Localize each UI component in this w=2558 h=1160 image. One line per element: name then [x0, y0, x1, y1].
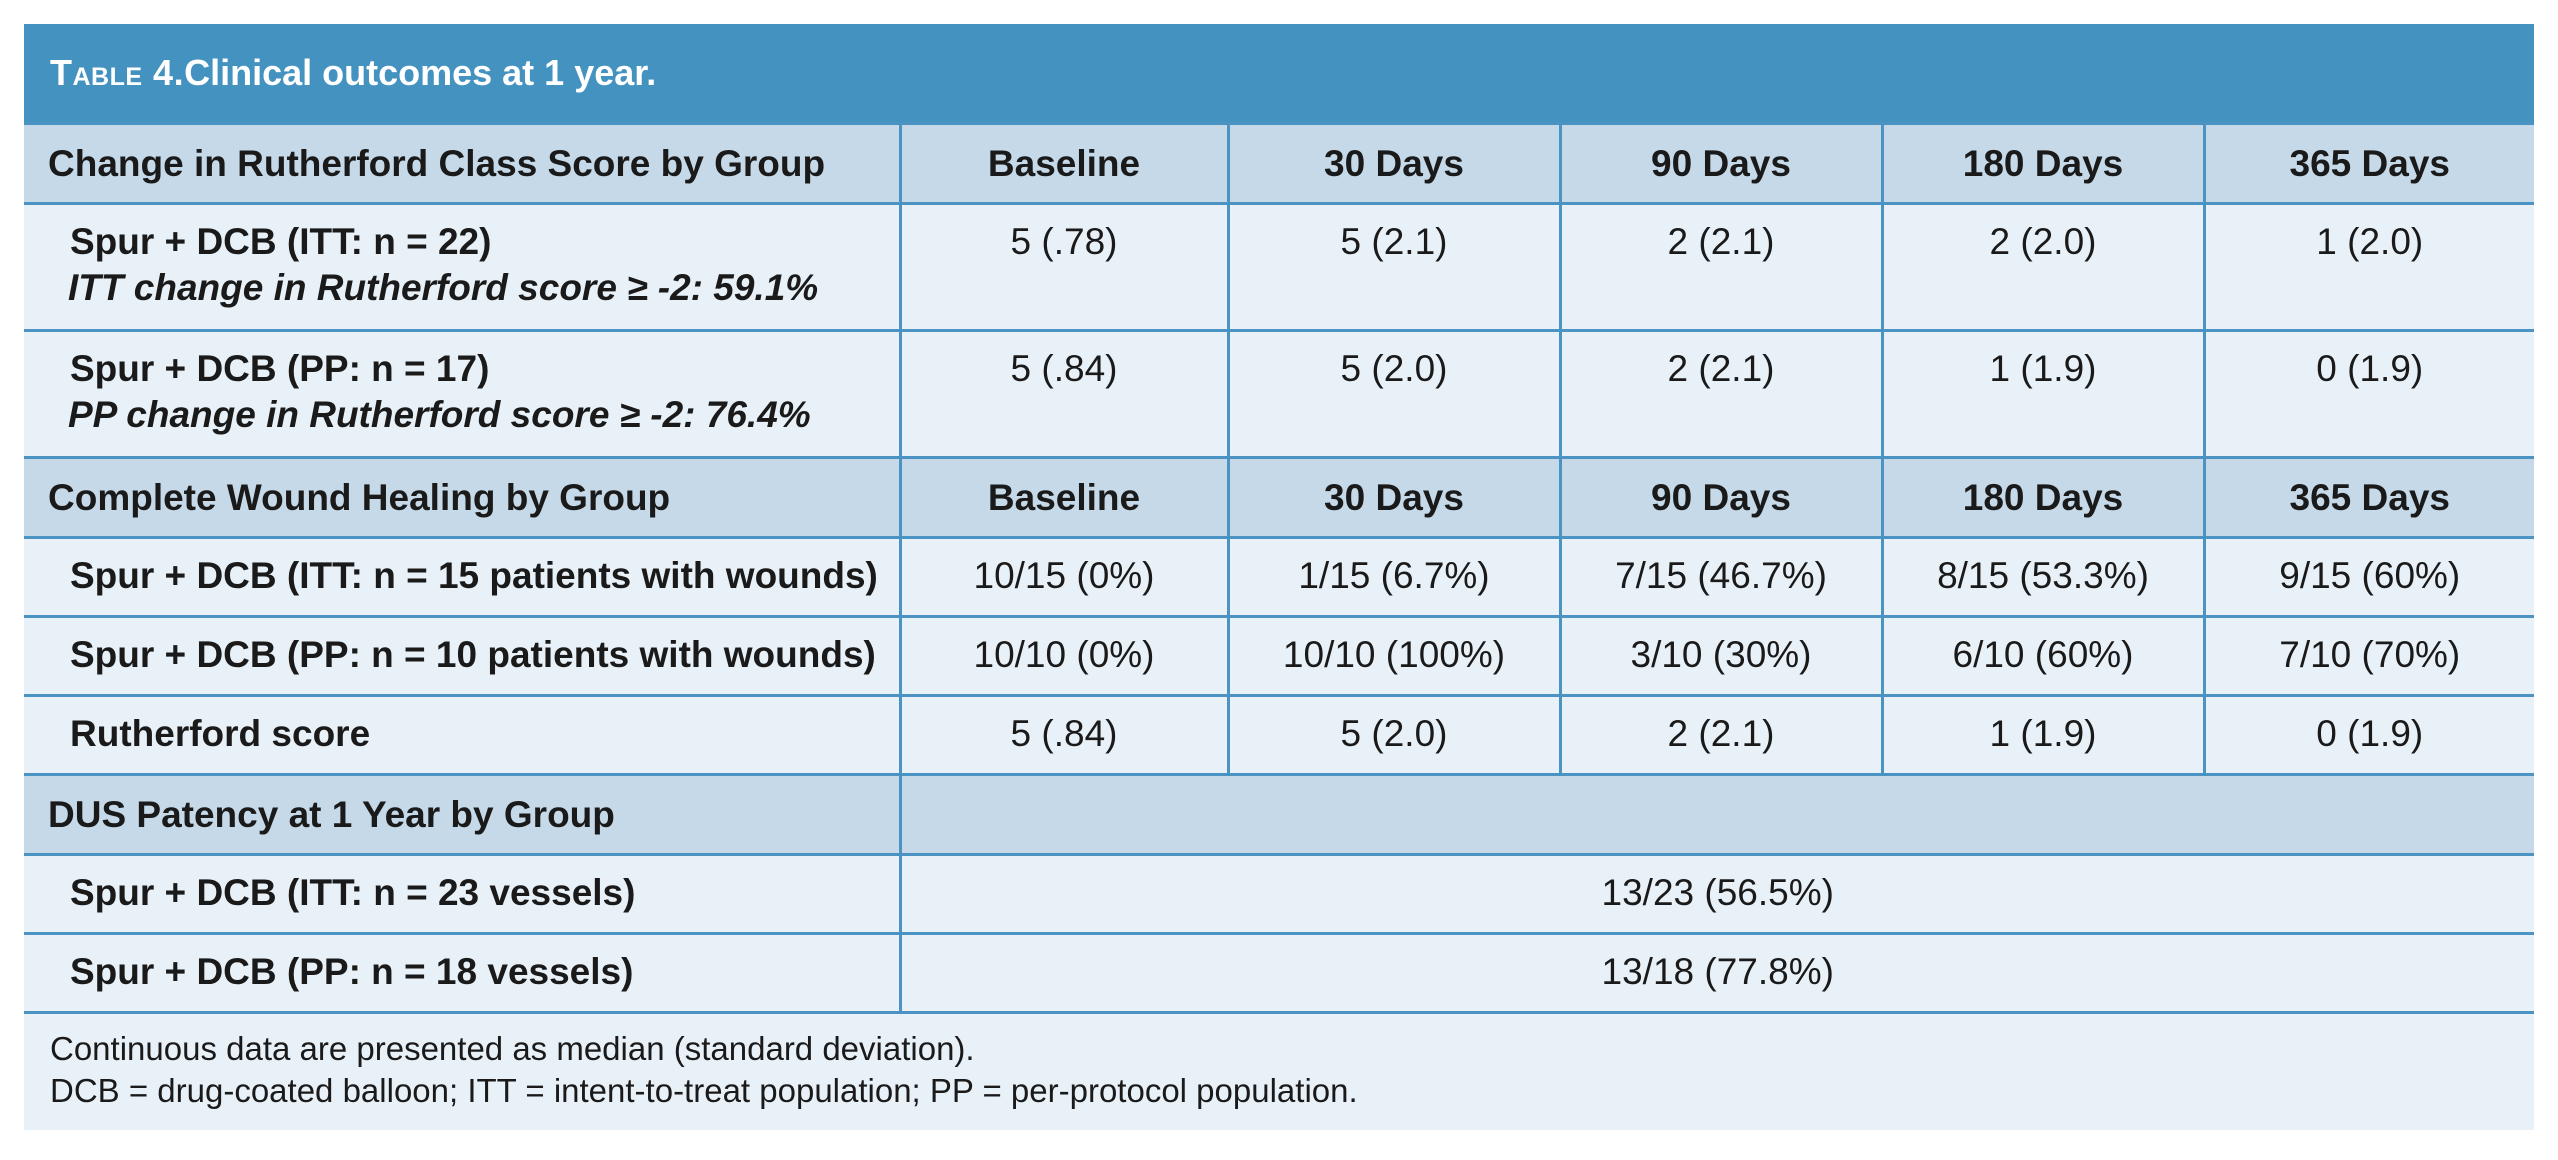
column-header: 365 Days	[2202, 122, 2534, 205]
column-header: Baseline	[898, 456, 1230, 539]
table-cell: 10/15 (0%)	[898, 536, 1230, 618]
table-row: Spur + DCB (PP: n = 18 vessels) 13/18 (7…	[24, 932, 2534, 1014]
row-label: Spur + DCB (PP: n = 10 patients with wou…	[24, 615, 902, 697]
table-cell: 7/15 (46.7%)	[1558, 536, 1884, 618]
table-cell: 1/15 (6.7%)	[1226, 536, 1562, 618]
table-footnotes: Continuous data are presented as median …	[24, 1014, 2534, 1130]
table-cell: 10/10 (0%)	[898, 615, 1230, 697]
column-header: 365 Days	[2202, 456, 2534, 539]
group-name: Spur + DCB (ITT: n = 22)	[70, 221, 492, 262]
section-header-wound-healing: Complete Wound Healing by Group Baseline…	[24, 456, 2534, 539]
table-cell: 2 (2.0)	[1880, 202, 2206, 332]
section-header-patency: DUS Patency at 1 Year by Group	[24, 773, 2534, 856]
group-name: Spur + DCB (PP: n = 17)	[70, 348, 490, 389]
footnote: DCB = drug-coated balloon; ITT = intent-…	[50, 1072, 1358, 1109]
row-label: Spur + DCB (ITT: n = 22) ITT change in R…	[24, 202, 902, 332]
table-row: Spur + DCB (ITT: n = 15 patients with wo…	[24, 536, 2534, 618]
table-row: Rutherford score 5 (.84) 5 (2.0) 2 (2.1)…	[24, 694, 2534, 776]
section-title: DUS Patency at 1 Year by Group	[24, 773, 902, 856]
table-cell: 5 (.78)	[898, 202, 1230, 332]
empty-header-span	[898, 773, 2534, 856]
table-cell: 13/23 (56.5%)	[898, 853, 2534, 935]
table-cell: 8/15 (53.3%)	[1880, 536, 2206, 618]
table-cell: 6/10 (60%)	[1880, 615, 2206, 697]
table-cell: 5 (2.0)	[1226, 694, 1562, 776]
table-cell: 1 (1.9)	[1880, 694, 2206, 776]
table-row: Spur + DCB (ITT: n = 22) ITT change in R…	[24, 202, 2534, 332]
table-cell: 5 (.84)	[898, 694, 1230, 776]
table-cell: 13/18 (77.8%)	[898, 932, 2534, 1014]
table-row: Spur + DCB (PP: n = 17) PP change in Rut…	[24, 329, 2534, 459]
outcomes-table: Change in Rutherford Class Score by Grou…	[24, 122, 2534, 1014]
column-header: 180 Days	[1880, 456, 2206, 539]
table-cell: 3/10 (30%)	[1558, 615, 1884, 697]
row-label: Spur + DCB (ITT: n = 15 patients with wo…	[24, 536, 902, 618]
column-header: 30 Days	[1226, 122, 1562, 205]
column-header: 180 Days	[1880, 122, 2206, 205]
table-row: Spur + DCB (ITT: n = 23 vessels) 13/23 (…	[24, 853, 2534, 935]
table-cell: 2 (2.1)	[1558, 329, 1884, 459]
group-subtitle: PP change in Rutherford score ≥ -2: 76.4…	[68, 394, 811, 435]
table-cell: 0 (1.9)	[2202, 694, 2534, 776]
column-header: Baseline	[898, 122, 1230, 205]
column-header: 30 Days	[1226, 456, 1562, 539]
table-cell: 1 (1.9)	[1880, 329, 2206, 459]
table-cell: 7/10 (70%)	[2202, 615, 2534, 697]
group-subtitle: ITT change in Rutherford score ≥ -2: 59.…	[68, 267, 819, 308]
column-header: 90 Days	[1558, 122, 1884, 205]
table-cell: 5 (2.1)	[1226, 202, 1562, 332]
section-title: Change in Rutherford Class Score by Grou…	[24, 122, 902, 205]
table-cell: 2 (2.1)	[1558, 202, 1884, 332]
footnote: Continuous data are presented as median …	[50, 1030, 975, 1067]
table-row: Spur + DCB (PP: n = 10 patients with wou…	[24, 615, 2534, 697]
table-cell: 10/10 (100%)	[1226, 615, 1562, 697]
row-label: Spur + DCB (PP: n = 18 vessels)	[24, 932, 902, 1014]
table-cell: 1 (2.0)	[2202, 202, 2534, 332]
section-title: Complete Wound Healing by Group	[24, 456, 902, 539]
table-cell: 2 (2.1)	[1558, 694, 1884, 776]
section-header-rutherford: Change in Rutherford Class Score by Grou…	[24, 122, 2534, 205]
table-cell: 5 (2.0)	[1226, 329, 1562, 459]
table-cell: 0 (1.9)	[2202, 329, 2534, 459]
column-header: 90 Days	[1558, 456, 1884, 539]
row-label: Rutherford score	[24, 694, 902, 776]
table-title: Table 4. Clinical outcomes at 1 year.	[24, 24, 2534, 122]
clinical-outcomes-table-panel: Table 4. Clinical outcomes at 1 year. Ch…	[24, 24, 2534, 1130]
row-label: Spur + DCB (PP: n = 17) PP change in Rut…	[24, 329, 902, 459]
row-label: Spur + DCB (ITT: n = 23 vessels)	[24, 853, 902, 935]
table-title-prefix: Table 4.	[50, 52, 185, 93]
table-cell: 9/15 (60%)	[2202, 536, 2534, 618]
table-title-text: Clinical outcomes at 1 year.	[184, 52, 657, 93]
table-cell: 5 (.84)	[898, 329, 1230, 459]
